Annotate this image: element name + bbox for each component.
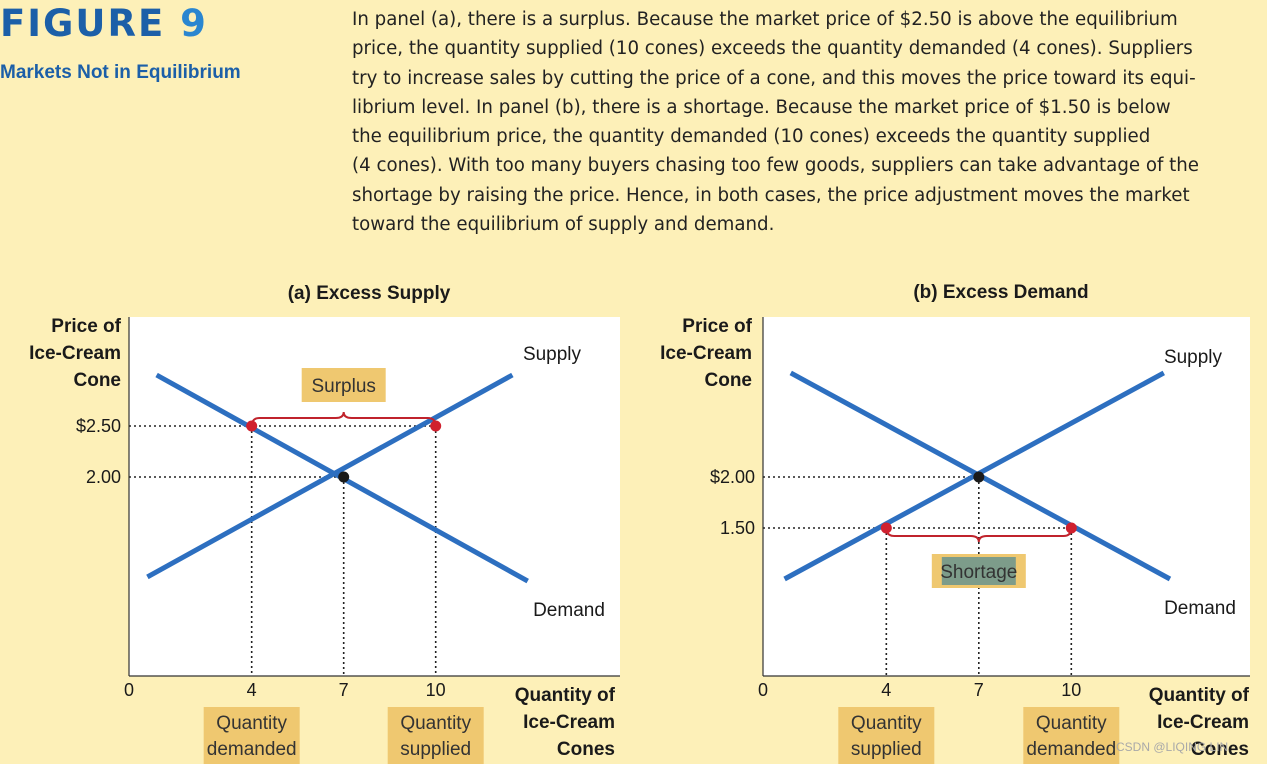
quantity-label-text: supplied	[851, 739, 922, 760]
quantity-label-text: Quantity	[400, 713, 471, 734]
x-tick-label: 10	[1061, 680, 1081, 700]
equilibrium-point	[338, 471, 350, 483]
x-axis-label: Cones	[1191, 739, 1249, 760]
figure-subtitle: Markets Not in Equilibrium	[0, 62, 241, 83]
y-tick-label: $2.50	[76, 416, 121, 436]
demand-curve-label: Demand	[533, 600, 605, 621]
y-axis-label: Ice-Cream	[660, 343, 752, 364]
figure-number: 9	[180, 2, 208, 45]
quantity-label-text: Quantity	[1036, 713, 1107, 734]
caption-line: try to increase sales by cutting the pri…	[352, 67, 1196, 89]
x-axis-label: Quantity of	[1149, 685, 1250, 706]
panel-a-excess-supply: (a) Excess Supply Price of Ice-Cream Cone Qu…	[29, 283, 620, 764]
x-axis-label: Ice-Cream	[1157, 712, 1249, 733]
market-price-point	[430, 420, 442, 432]
supply-curve	[146, 372, 514, 580]
quantity-label-text: demanded	[207, 739, 297, 760]
caption-line: toward the equilibrium of supply and dem…	[352, 214, 775, 236]
figure-caption: In panel (a), there is a surplus. Becaus…	[352, 5, 1264, 239]
x-tick-label: 7	[974, 680, 984, 700]
x-tick-label: 10	[426, 680, 446, 700]
supply-curve-label: Supply	[1164, 347, 1223, 368]
panel-b-excess-demand: (b) Excess Demand Price of Ice-Cream Cone Qu…	[660, 282, 1250, 764]
quantity-label-text: supplied	[400, 739, 471, 760]
market-price-point	[246, 420, 258, 432]
plot-area	[763, 317, 1250, 676]
caption-line: (4 cones). With too many buyers chasing …	[352, 155, 1199, 177]
x-tick-label: 4	[247, 680, 257, 700]
x-tick-label: 0	[758, 680, 768, 700]
chart-title: (a) Excess Supply	[288, 283, 451, 304]
caption-line: the equilibrium price, the quantity dema…	[352, 126, 1151, 148]
quantity-label-text: demanded	[1026, 739, 1116, 760]
y-axis-label: Price of	[682, 316, 752, 337]
market-price-point	[1065, 522, 1077, 534]
y-axis-label: Cone	[705, 370, 753, 391]
figure-title: FIGURE 9	[0, 2, 208, 45]
supply-curve-label: Supply	[523, 344, 582, 365]
quantity-label-text: Quantity	[851, 713, 922, 734]
quantity-label-box	[1023, 707, 1120, 764]
y-tick-label: 1.50	[720, 518, 755, 538]
caption-line: librium level. In panel (b), there is a …	[352, 96, 1171, 118]
quantity-label-box	[838, 707, 935, 764]
demand-curve-label: Demand	[1164, 598, 1236, 619]
y-tick-label: $2.00	[710, 467, 755, 487]
watermark-text: CSDN @LIQING LIN	[1116, 740, 1228, 754]
market-price-point	[880, 522, 892, 534]
y-axis-label: Ice-Cream	[29, 343, 121, 364]
quantity-label-box	[203, 707, 300, 764]
y-axis-label: Cone	[74, 370, 122, 391]
bracket-label-highlight	[941, 557, 1016, 585]
x-axis-label: Quantity of	[515, 685, 616, 706]
chart-title: (b) Excess Demand	[913, 282, 1088, 303]
y-tick-label: 2.00	[86, 467, 121, 487]
figure-label: FIGURE	[0, 2, 166, 45]
quantity-label-text: Quantity	[216, 713, 287, 734]
caption-line: shortage by raising the price. Hence, in…	[352, 184, 1190, 206]
bracket	[885, 527, 1073, 543]
bracket	[250, 411, 437, 427]
x-axis-label: Cones	[557, 739, 615, 760]
shortage-label: Shortage	[940, 562, 1017, 583]
x-axis-label: Ice-Cream	[523, 712, 615, 733]
bracket-label-box	[301, 368, 386, 402]
x-tick-label: 4	[881, 680, 891, 700]
x-tick-label: 0	[124, 680, 134, 700]
surplus-label: Surplus	[311, 376, 375, 397]
caption-line: In panel (a), there is a surplus. Becaus…	[352, 9, 1178, 30]
equilibrium-point	[973, 471, 985, 483]
caption-line: price, the quantity supplied (10 cones) …	[352, 38, 1193, 60]
y-axis-label: Price of	[51, 316, 121, 337]
x-tick-label: 7	[339, 680, 349, 700]
quantity-label-box	[387, 707, 484, 764]
